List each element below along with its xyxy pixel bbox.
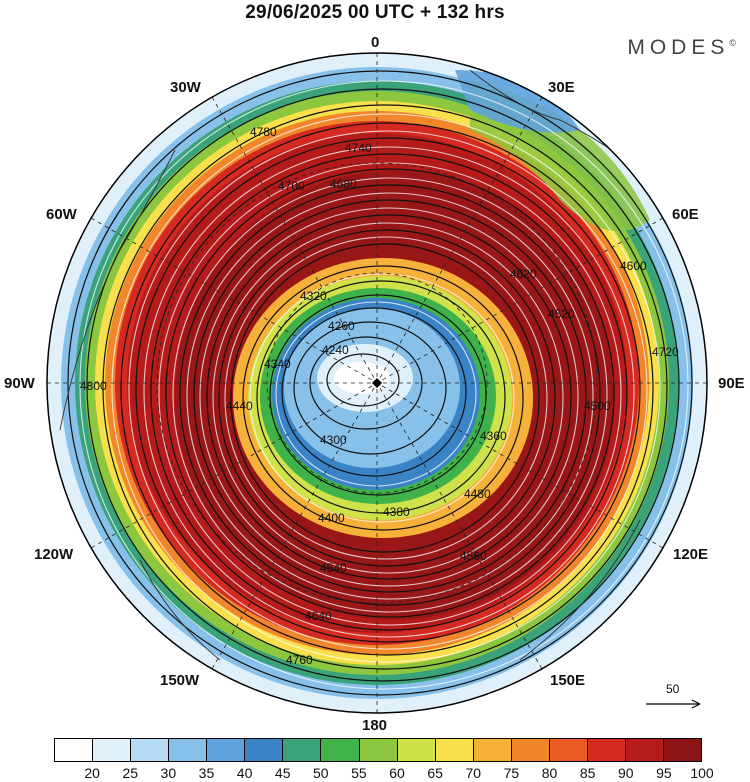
colorbar-swatch (245, 739, 284, 761)
contour-label: 4740 (345, 141, 372, 155)
colorbar-swatch (283, 739, 322, 761)
reference-arrow-icon (646, 699, 701, 709)
brand-mark: © (729, 38, 736, 48)
colorbar-swatch (473, 739, 512, 761)
colorbar-tick-label: 40 (236, 765, 253, 781)
contour-label: 4520 (548, 307, 575, 321)
lon-label-90w: 90W (4, 375, 35, 392)
colorbar-swatch (55, 739, 94, 761)
lon-label-150e: 150E (550, 672, 586, 689)
lon-label-120w: 120W (34, 546, 74, 563)
colorbar-swatch (207, 739, 246, 761)
contour-label: 4300 (320, 433, 347, 447)
contour-label: 4480 (464, 487, 491, 501)
lon-label-150w: 150W (160, 672, 200, 689)
colorbar-tick-label: 35 (198, 765, 215, 781)
colorbar (54, 738, 702, 762)
contour-label: 4800 (80, 379, 107, 393)
colorbar-tick-label: 45 (274, 765, 291, 781)
colorbar-swatch (435, 739, 474, 761)
contour-label: 4360 (480, 429, 507, 443)
contour-label: 4600 (620, 259, 647, 273)
contour-label: 4320 (300, 289, 327, 303)
contour-label: 4500 (584, 399, 611, 413)
contour-label: 4620 (510, 267, 537, 281)
colorbar-tick-label: 80 (541, 765, 558, 781)
contour-label: 4340 (264, 357, 291, 371)
colorbar-tick-label: 50 (313, 765, 329, 781)
contour-label: 4700 (278, 179, 305, 193)
pole-marker-icon (372, 378, 382, 388)
contour-label: 4540 (320, 561, 347, 575)
height-contours (67, 70, 693, 696)
colorbar-swatch (131, 739, 170, 761)
contour-label: 4780 (250, 125, 277, 139)
colorbar-swatch (93, 739, 132, 761)
lon-label-30w: 30W (170, 79, 201, 96)
colorbar-swatch (587, 739, 626, 761)
brand-name: MODES (627, 36, 730, 59)
colorbar-tick-label: 100 (690, 765, 714, 781)
colorbar-swatch (511, 739, 550, 761)
lon-label-90e: 90E (718, 375, 745, 392)
contour-label: 4440 (226, 399, 253, 413)
lon-label-180: 180 (362, 717, 388, 734)
colorbar-tick-label: 85 (579, 765, 596, 781)
colorbar-swatch (625, 739, 664, 761)
colorbar-tick-label: 25 (122, 765, 139, 781)
colorbar-swatch (549, 739, 588, 761)
lon-label-30e: 30E (548, 79, 575, 96)
contour-label: 4720 (652, 345, 679, 359)
colorbar-swatch (321, 739, 360, 761)
map-title: 29/06/2025 00 UTC + 132 hrs (245, 2, 505, 23)
lon-label-60w: 60W (46, 206, 77, 223)
lon-label-120e: 120E (673, 546, 709, 563)
lon-label-0: 0 (371, 34, 380, 51)
colorbar-swatch (169, 739, 208, 761)
map-border (46, 52, 708, 714)
contour-label-group: 4780 4740 4700 4680 4640 4620 4600 4560 … (80, 125, 679, 667)
colorbar-tick-label: 75 (503, 765, 520, 781)
colorbar-swatch (664, 739, 702, 761)
contour-label: 4640 (305, 609, 332, 623)
brand-logo: MODES© (627, 36, 736, 60)
colorbar-tick-label: 65 (427, 765, 443, 781)
contour-label: 4240 (322, 343, 349, 357)
colorbar-tick-label: 20 (84, 765, 100, 781)
colorbar-tick-label: 60 (389, 765, 405, 781)
contour-label: 4760 (286, 653, 313, 667)
colorbar-tick-label: 90 (617, 765, 634, 781)
contour-label: 4380 (383, 505, 410, 519)
contour-label: 4400 (318, 511, 345, 525)
colorbar-tick-label: 70 (465, 765, 482, 781)
colorbar-tick-label: 30 (160, 765, 177, 781)
colorbar-tick-label: 55 (351, 765, 367, 781)
lon-label-60e: 60E (672, 206, 699, 223)
reference-vector-label: 50 (666, 682, 680, 696)
colorbar-swatch (397, 739, 436, 761)
colorbar-tick-label: 95 (656, 765, 672, 781)
contour-label: 4560 (460, 549, 487, 563)
colorbar-swatch (359, 739, 398, 761)
contour-label: 4680 (330, 177, 357, 191)
contour-label: 4260 (328, 319, 355, 333)
